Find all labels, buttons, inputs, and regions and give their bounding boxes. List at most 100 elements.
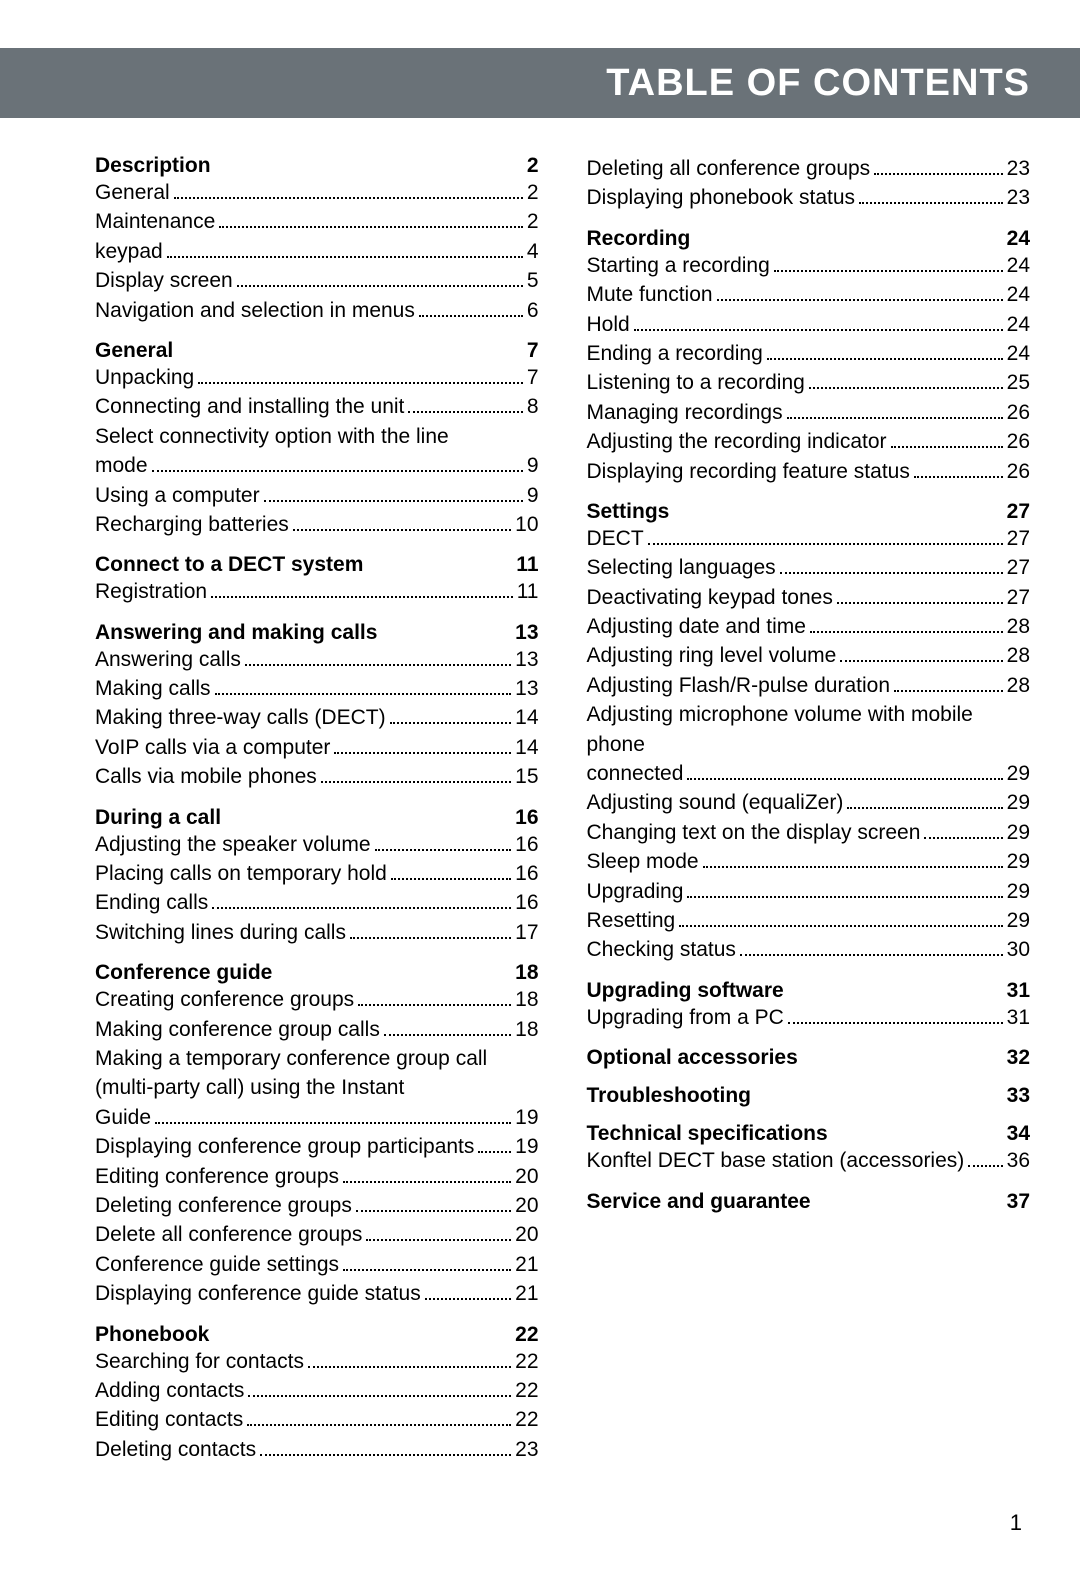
toc-entry-page: 18 xyxy=(515,985,538,1014)
toc-section: Connect to a DECT system11Registration11 xyxy=(95,553,539,606)
toc-entry: Displaying conference group participants… xyxy=(95,1132,539,1161)
toc-entry-title: Registration xyxy=(95,577,207,606)
toc-entry-title: keypad xyxy=(95,237,163,266)
toc-entry-page: 2 xyxy=(527,207,539,236)
toc-entry-title: Calls via mobile phones xyxy=(95,762,317,791)
toc-entry-page: 13 xyxy=(515,645,538,674)
toc-leader xyxy=(924,837,1002,839)
toc-entry: Placing calls on temporary hold16 xyxy=(95,859,539,888)
toc-entry-title: Adjusting the speaker volume xyxy=(95,830,371,859)
toc-section-heading: Recording24 xyxy=(587,227,1031,251)
toc-leader xyxy=(648,543,1003,545)
toc-entry-page: 16 xyxy=(515,888,538,917)
toc-entry-page: 23 xyxy=(1007,154,1030,183)
toc-entry-page: 24 xyxy=(1007,280,1030,309)
toc-entry: Adjusting date and time28 xyxy=(587,612,1031,641)
toc-entry-page: 20 xyxy=(515,1191,538,1220)
toc-entry-page: 29 xyxy=(1007,877,1030,906)
toc-entry-title: connected xyxy=(587,759,684,788)
toc-entry-page: 16 xyxy=(515,859,538,888)
toc-heading-page: 11 xyxy=(516,553,538,577)
toc-entry-page: 22 xyxy=(515,1376,538,1405)
toc-leader xyxy=(155,1122,511,1124)
toc-entry-title: Switching lines during calls xyxy=(95,918,346,947)
toc-leader xyxy=(894,690,1003,692)
toc-entry: Deleting contacts23 xyxy=(95,1435,539,1464)
toc-leader xyxy=(419,315,523,317)
toc-leader xyxy=(245,664,511,666)
toc-entry-title: Displaying conference guide status xyxy=(95,1279,421,1308)
toc-entry-page: 18 xyxy=(515,1015,538,1044)
toc-column-right: Deleting all conference groups23Displayi… xyxy=(587,154,1031,1478)
toc-entry-page: 19 xyxy=(515,1132,538,1161)
toc-entry-title: Editing contacts xyxy=(95,1405,243,1434)
toc-entry-page: 11 xyxy=(517,577,539,606)
toc-entry-page: 2 xyxy=(527,178,539,207)
toc-leader xyxy=(366,1239,511,1241)
toc-entry: Maintenance 2 xyxy=(95,207,539,236)
toc-entry-title: Ending a recording xyxy=(587,339,763,368)
toc-entry: Guide19 xyxy=(95,1103,539,1132)
toc-entry-page: 23 xyxy=(515,1435,538,1464)
toc-entry: connected29 xyxy=(587,759,1031,788)
toc-entry: Deleting all conference groups23 xyxy=(587,154,1031,183)
header-bar: TABLE OF CONTENTS xyxy=(0,48,1080,118)
toc-entry: Delete all conference groups20 xyxy=(95,1220,539,1249)
toc-leader xyxy=(840,660,1002,662)
toc-heading-page: 32 xyxy=(1007,1046,1030,1070)
toc-heading-title: General xyxy=(95,339,173,363)
toc-entry-page: 29 xyxy=(1007,847,1030,876)
toc-entry-title: VoIP calls via a computer xyxy=(95,733,330,762)
toc-heading-title: Settings xyxy=(587,500,670,524)
toc-leader xyxy=(687,778,1002,780)
toc-entry-page: 29 xyxy=(1007,788,1030,817)
toc-entry-page: 29 xyxy=(1007,818,1030,847)
toc-entry-page: 14 xyxy=(515,733,538,762)
toc-entry-page: 28 xyxy=(1007,612,1030,641)
toc-leader xyxy=(321,781,511,783)
toc-entry-title: Adding contacts xyxy=(95,1376,244,1405)
toc-entry: Ending a recording24 xyxy=(587,339,1031,368)
toc-heading-page: 31 xyxy=(1007,979,1030,1003)
toc-entry: Upgrading29 xyxy=(587,877,1031,906)
toc-entry: Listening to a recording25 xyxy=(587,368,1031,397)
toc-leader xyxy=(198,382,523,384)
toc-section: Technical specifications34Konftel DECT b… xyxy=(587,1122,1031,1175)
toc-leader xyxy=(914,476,1003,478)
toc-entry-title: Maintenance xyxy=(95,207,215,236)
toc-leader xyxy=(787,417,1003,419)
toc-entry-page: 15 xyxy=(515,762,538,791)
toc-entry: Konftel DECT base station (accessories)3… xyxy=(587,1146,1031,1175)
toc-entry: Starting a recording24 xyxy=(587,251,1031,280)
toc-entry-page: 27 xyxy=(1007,524,1030,553)
toc-leader xyxy=(375,849,512,851)
toc-entry: Editing conference groups20 xyxy=(95,1162,539,1191)
toc-heading-page: 24 xyxy=(1007,227,1030,251)
toc-entry-page: 22 xyxy=(515,1405,538,1434)
toc-entry: Adjusting the recording indicator26 xyxy=(587,427,1031,456)
toc-entry: mode9 xyxy=(95,451,539,480)
toc-leader xyxy=(774,270,1003,272)
toc-section-heading: General7 xyxy=(95,339,539,363)
toc-entry-page: 23 xyxy=(1007,183,1030,212)
toc-leader xyxy=(891,446,1003,448)
toc-section-heading: Troubleshooting33 xyxy=(587,1084,1031,1108)
toc-entry-title: Deactivating keypad tones xyxy=(587,583,833,612)
toc-entry-page: 21 xyxy=(515,1250,538,1279)
toc-heading-title: During a call xyxy=(95,806,221,830)
toc-entry: Checking status30 xyxy=(587,935,1031,964)
toc-entry: Upgrading from a PC31 xyxy=(587,1003,1031,1032)
toc-section: Recording24Starting a recording24Mute fu… xyxy=(587,227,1031,486)
toc-entry: Adjusting Flash/R-pulse duration28 xyxy=(587,671,1031,700)
toc-entry-page: 21 xyxy=(515,1279,538,1308)
toc-heading-title: Upgrading software xyxy=(587,979,784,1003)
toc-leader xyxy=(809,387,1003,389)
toc-section: Answering and making calls13Answering ca… xyxy=(95,621,539,792)
toc-leader xyxy=(343,1181,511,1183)
toc-entry-title: Starting a recording xyxy=(587,251,770,280)
toc-entry-title: DECT xyxy=(587,524,644,553)
toc-entry: Mute function24 xyxy=(587,280,1031,309)
toc-leader xyxy=(167,256,523,258)
toc-entry: Sleep mode29 xyxy=(587,847,1031,876)
toc-section-heading: Optional accessories32 xyxy=(587,1046,1031,1070)
